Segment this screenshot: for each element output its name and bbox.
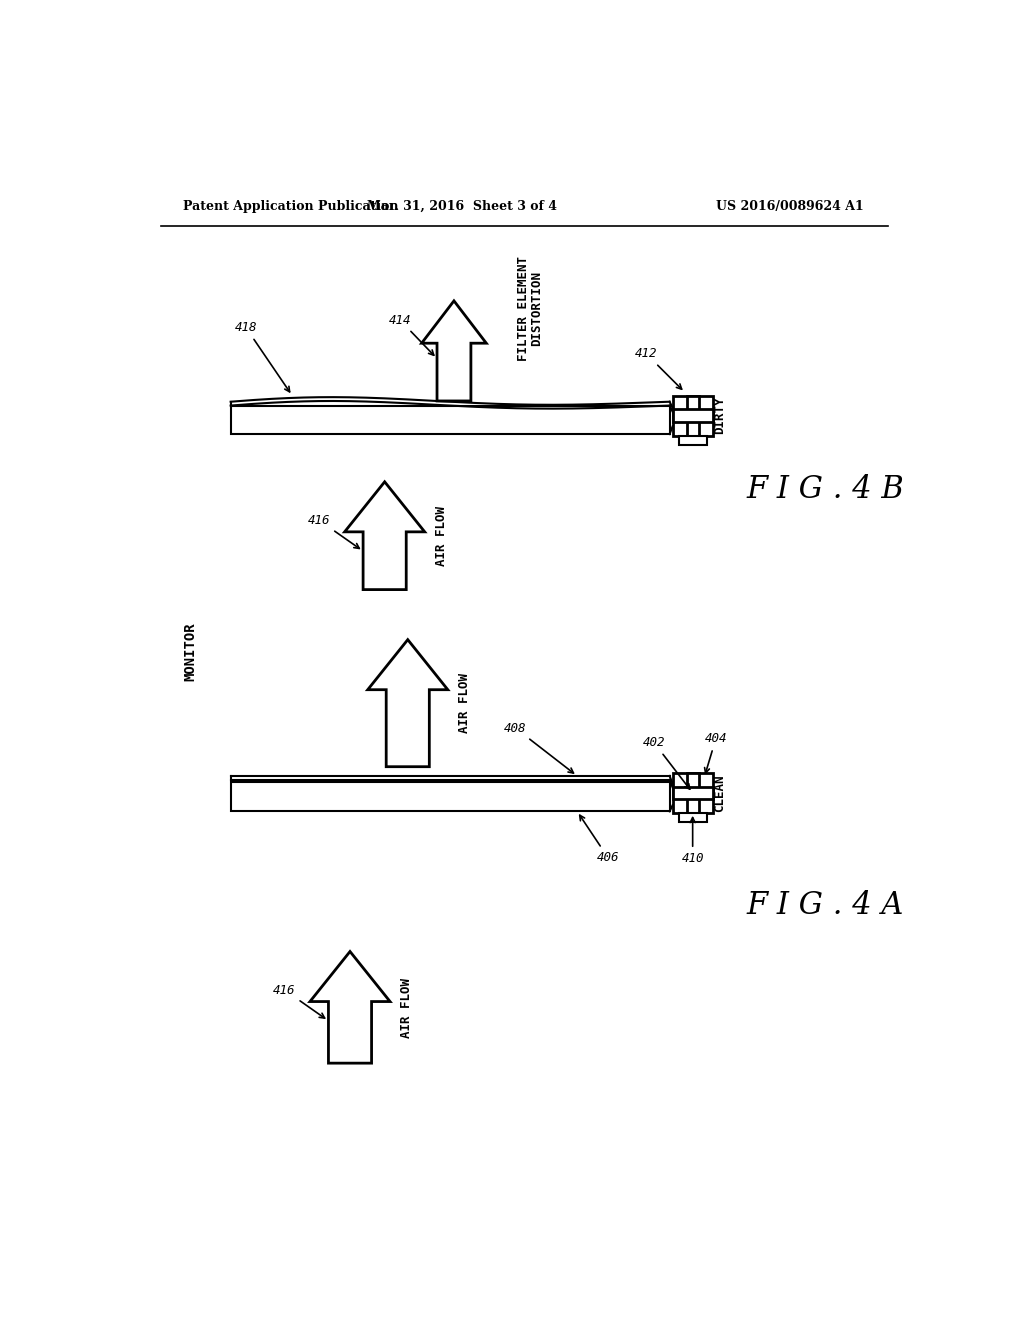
Text: AIR FLOW: AIR FLOW xyxy=(400,978,413,1038)
Text: Patent Application Publication: Patent Application Publication xyxy=(183,199,398,213)
Text: MONITOR: MONITOR xyxy=(183,622,198,681)
Bar xyxy=(230,781,670,812)
Text: 416: 416 xyxy=(273,983,325,1018)
Text: 410: 410 xyxy=(681,817,703,865)
Text: 404: 404 xyxy=(705,733,727,774)
Bar xyxy=(673,774,713,813)
Text: CLEAN: CLEAN xyxy=(713,774,726,812)
Polygon shape xyxy=(368,640,447,767)
Text: 414: 414 xyxy=(389,314,434,355)
Text: 402: 402 xyxy=(643,737,690,789)
Text: Mar. 31, 2016  Sheet 3 of 4: Mar. 31, 2016 Sheet 3 of 4 xyxy=(367,199,557,213)
Text: AIR FLOW: AIR FLOW xyxy=(458,673,471,733)
Bar xyxy=(230,407,670,434)
Text: DISTORTION: DISTORTION xyxy=(530,271,544,346)
Bar xyxy=(679,436,707,445)
Polygon shape xyxy=(310,952,390,1063)
Text: F I G . 4 A: F I G . 4 A xyxy=(746,890,904,921)
Bar xyxy=(686,396,698,436)
Bar xyxy=(673,396,713,436)
Text: AIR FLOW: AIR FLOW xyxy=(435,506,447,566)
Bar xyxy=(679,813,707,822)
Text: 412: 412 xyxy=(635,347,682,389)
Text: 416: 416 xyxy=(308,513,359,548)
Text: DIRTY: DIRTY xyxy=(713,397,726,434)
Text: US 2016/0089624 A1: US 2016/0089624 A1 xyxy=(716,199,863,213)
Text: F I G . 4 B: F I G . 4 B xyxy=(746,474,904,506)
Bar xyxy=(673,787,713,799)
Text: 418: 418 xyxy=(234,321,290,392)
Bar xyxy=(673,409,713,422)
Bar xyxy=(686,774,698,813)
Text: FILTER ELEMENT: FILTER ELEMENT xyxy=(517,256,529,362)
Polygon shape xyxy=(345,482,425,590)
Polygon shape xyxy=(422,301,486,401)
Text: 408: 408 xyxy=(504,722,573,774)
Text: 406: 406 xyxy=(580,816,620,865)
